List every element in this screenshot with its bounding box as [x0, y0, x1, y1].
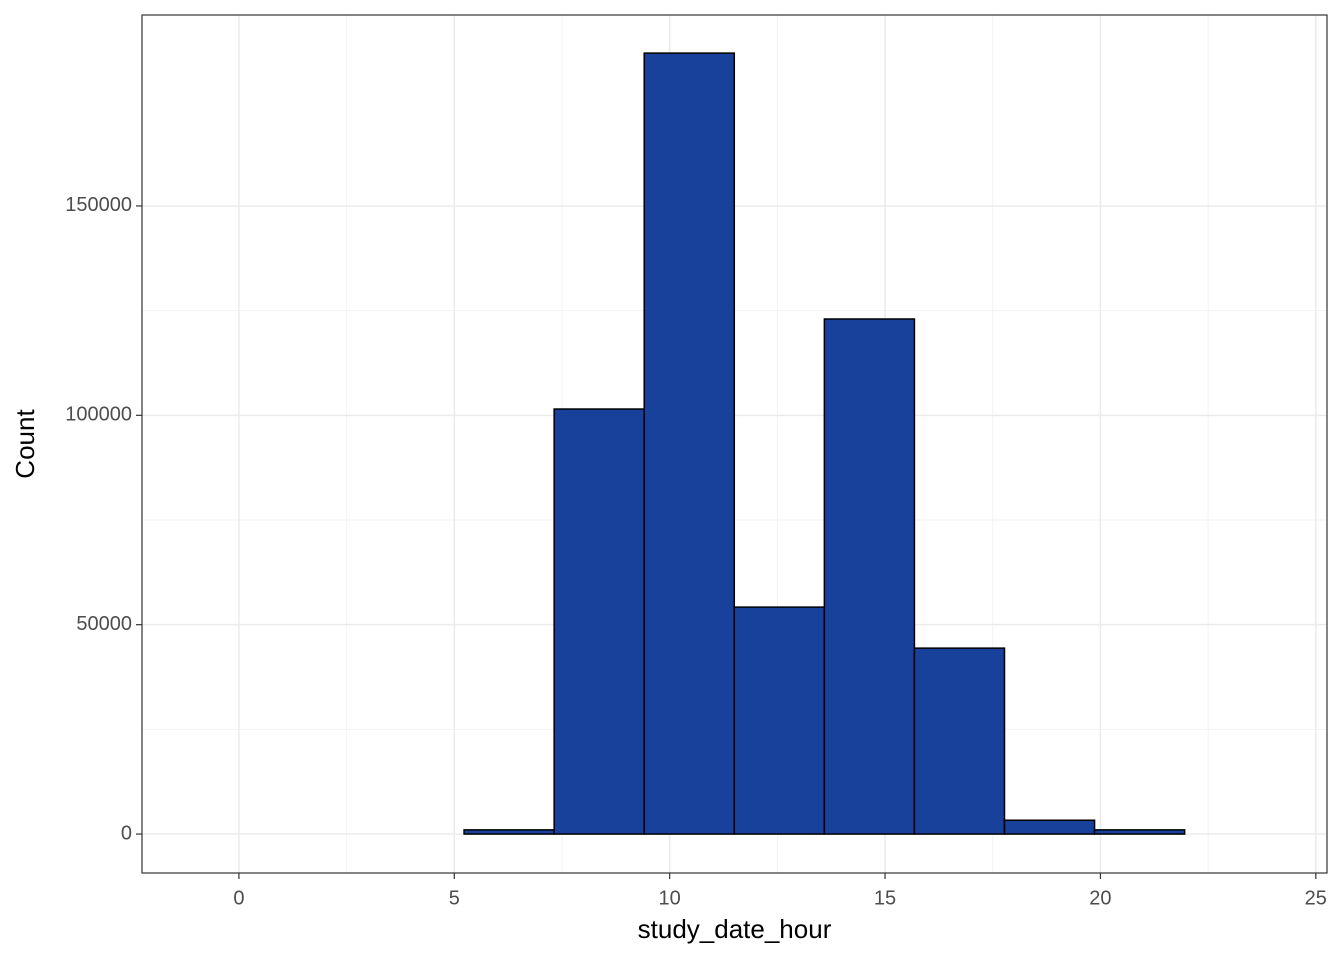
x-tick-label: 10 [659, 887, 681, 909]
y-axis-title: Count [10, 409, 40, 479]
bar [1003, 819, 1096, 835]
bar [1093, 829, 1186, 835]
x-tick-label: 5 [449, 887, 460, 909]
bar [553, 408, 645, 835]
bar [823, 318, 916, 835]
x-tick-label: 20 [1089, 887, 1111, 909]
y-tick-label: 50000 [76, 613, 132, 635]
x-tick-label: 15 [874, 887, 896, 909]
bar [913, 647, 1006, 835]
bars [463, 52, 1186, 835]
panel-border [141, 14, 1328, 874]
y-tick-label: 150000 [65, 194, 132, 216]
bar [463, 829, 555, 835]
x-tick-label: 0 [233, 887, 244, 909]
y-tick-label: 0 [121, 822, 132, 844]
bar [733, 606, 826, 835]
x-tick-label: 25 [1305, 887, 1327, 909]
x-axis-title: study_date_hour [638, 914, 832, 944]
bar [643, 52, 736, 835]
y-tick-label: 100000 [65, 404, 132, 426]
